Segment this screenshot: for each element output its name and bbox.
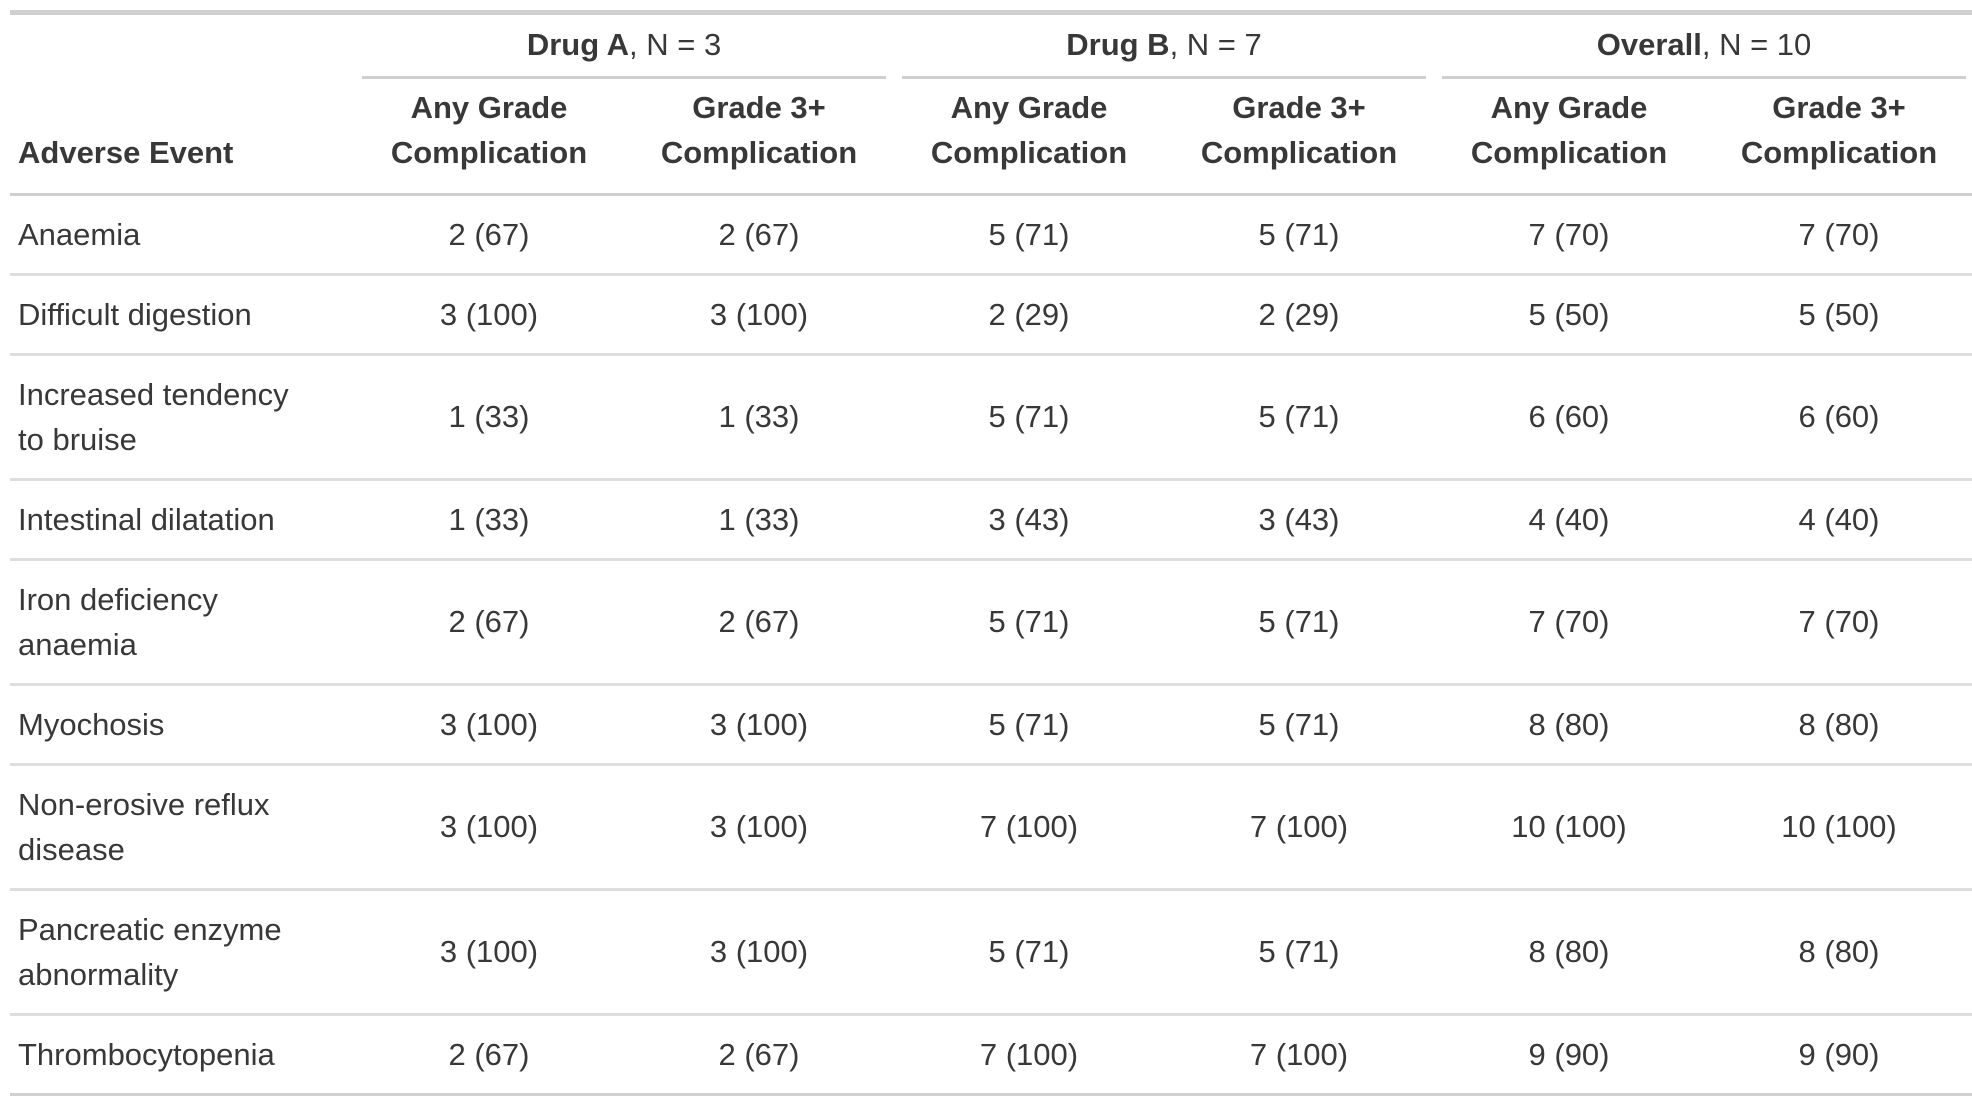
column-header: Any Grade Complication — [894, 78, 1164, 196]
spanner-drug-a: Drug A, N = 3 — [354, 13, 894, 79]
cell-value: 2 (29) — [894, 274, 1164, 356]
cell-value: 6 (60) — [1704, 354, 1972, 481]
cell-value: 3 (100) — [624, 764, 894, 891]
cell-value: 7 (100) — [894, 764, 1164, 891]
cell-value: 5 (71) — [1164, 194, 1435, 276]
cell-value: 8 (80) — [1434, 889, 1705, 1016]
cell-value: 5 (71) — [894, 889, 1164, 1016]
cell-value: 10 (100) — [1704, 764, 1972, 891]
row-label: Thrombocytopenia — [10, 1014, 354, 1096]
cell-value: 5 (71) — [894, 559, 1164, 686]
cell-value: 5 (71) — [894, 354, 1164, 481]
row-label: Myochosis — [10, 684, 354, 766]
column-header: Grade 3+ Complication — [1164, 78, 1435, 196]
spanner-overall: Overall, N = 10 — [1434, 13, 1972, 79]
cell-value: 9 (90) — [1434, 1014, 1705, 1096]
cell-value: 8 (80) — [1704, 684, 1972, 766]
cell-value: 3 (100) — [624, 684, 894, 766]
spanner-row: Adverse Event Drug A, N = 3 Drug B, N = … — [10, 12, 1972, 196]
cell-value: 7 (70) — [1434, 559, 1705, 686]
table-row: Thrombocytopenia 2 (67) 2 (67) 7 (100) 7… — [10, 1014, 1972, 1096]
cell-value: 1 (33) — [624, 354, 894, 481]
cell-value: 5 (71) — [1164, 889, 1435, 1016]
cell-value: 2 (67) — [624, 194, 894, 276]
column-header: Grade 3+ Complication — [624, 78, 894, 196]
row-label: Increased tendency to bruise — [10, 354, 354, 481]
cell-value: 2 (67) — [624, 1014, 894, 1096]
cell-value: 2 (29) — [1164, 274, 1435, 356]
cell-value: 7 (70) — [1434, 194, 1705, 276]
cell-value: 1 (33) — [354, 354, 624, 481]
cell-value: 3 (100) — [624, 889, 894, 1016]
row-label: Difficult digestion — [10, 274, 354, 356]
spanner-drug-b: Drug B, N = 7 — [894, 13, 1434, 79]
cell-value: 2 (67) — [624, 559, 894, 686]
cell-value: 3 (100) — [354, 889, 624, 1016]
table-row: Anaemia 2 (67) 2 (67) 5 (71) 5 (71) 7 (7… — [10, 194, 1972, 276]
cell-value: 3 (100) — [624, 274, 894, 356]
table-row: Pancreatic enzyme abnormality 3 (100) 3 … — [10, 889, 1972, 1016]
table-row: Intestinal dilatation 1 (33) 1 (33) 3 (4… — [10, 479, 1972, 561]
column-header: Any Grade Complication — [1434, 78, 1705, 196]
cell-value: 5 (71) — [894, 194, 1164, 276]
spanner-drug-a-label: Drug A — [526, 27, 629, 63]
cell-value: 5 (71) — [1164, 559, 1435, 686]
cell-value: 7 (70) — [1704, 194, 1972, 276]
cell-value: 3 (100) — [354, 274, 624, 356]
cell-value: 4 (40) — [1434, 479, 1705, 561]
spanner-drug-a-n: , N = 3 — [629, 27, 722, 63]
cell-value: 3 (100) — [354, 684, 624, 766]
column-header: Grade 3+ Complication — [1704, 78, 1972, 196]
cell-value: 1 (33) — [354, 479, 624, 561]
spanner-overall-label: Overall — [1596, 27, 1702, 63]
cell-value: 4 (40) — [1704, 479, 1972, 561]
spanner-overall-n: , N = 10 — [1701, 27, 1812, 63]
stub-header: Adverse Event — [10, 12, 354, 196]
row-label: Iron deficiency anaemia — [10, 559, 354, 686]
row-label: Non-erosive reflux disease — [10, 764, 354, 891]
table-row: Difficult digestion 3 (100) 3 (100) 2 (2… — [10, 274, 1972, 356]
adverse-events-table: Adverse Event Drug A, N = 3 Drug B, N = … — [10, 10, 1972, 1096]
cell-value: 5 (50) — [1704, 274, 1972, 356]
cell-value: 8 (80) — [1704, 889, 1972, 1016]
spanner-drug-b-n: , N = 7 — [1169, 27, 1262, 63]
table-row: Myochosis 3 (100) 3 (100) 5 (71) 5 (71) … — [10, 684, 1972, 766]
cell-value: 3 (43) — [1164, 479, 1435, 561]
cell-value: 5 (71) — [1164, 354, 1435, 481]
row-label: Intestinal dilatation — [10, 479, 354, 561]
cell-value: 3 (100) — [354, 764, 624, 891]
cell-value: 7 (70) — [1704, 559, 1972, 686]
cell-value: 6 (60) — [1434, 354, 1705, 481]
cell-value: 5 (50) — [1434, 274, 1705, 356]
cell-value: 7 (100) — [1164, 764, 1435, 891]
row-label: Pancreatic enzyme abnormality — [10, 889, 354, 1016]
cell-value: 3 (43) — [894, 479, 1164, 561]
spanner-drug-b-label: Drug B — [1066, 27, 1170, 63]
column-header-row: Any Grade Complication Grade 3+ Complica… — [10, 78, 1972, 196]
cell-value: 5 (71) — [894, 684, 1164, 766]
cell-value: 7 (100) — [1164, 1014, 1435, 1096]
column-header: Any Grade Complication — [354, 78, 624, 196]
cell-value: 7 (100) — [894, 1014, 1164, 1096]
table-row: Increased tendency to bruise 1 (33) 1 (3… — [10, 354, 1972, 481]
cell-value: 10 (100) — [1434, 764, 1705, 891]
cell-value: 5 (71) — [1164, 684, 1435, 766]
table-row: Iron deficiency anaemia 2 (67) 2 (67) 5 … — [10, 559, 1972, 686]
cell-value: 8 (80) — [1434, 684, 1705, 766]
cell-value: 2 (67) — [354, 559, 624, 686]
cell-value: 1 (33) — [624, 479, 894, 561]
cell-value: 9 (90) — [1704, 1014, 1972, 1096]
row-label: Anaemia — [10, 194, 354, 276]
table-row: Non-erosive reflux disease 3 (100) 3 (10… — [10, 764, 1972, 891]
cell-value: 2 (67) — [354, 194, 624, 276]
cell-value: 2 (67) — [354, 1014, 624, 1096]
